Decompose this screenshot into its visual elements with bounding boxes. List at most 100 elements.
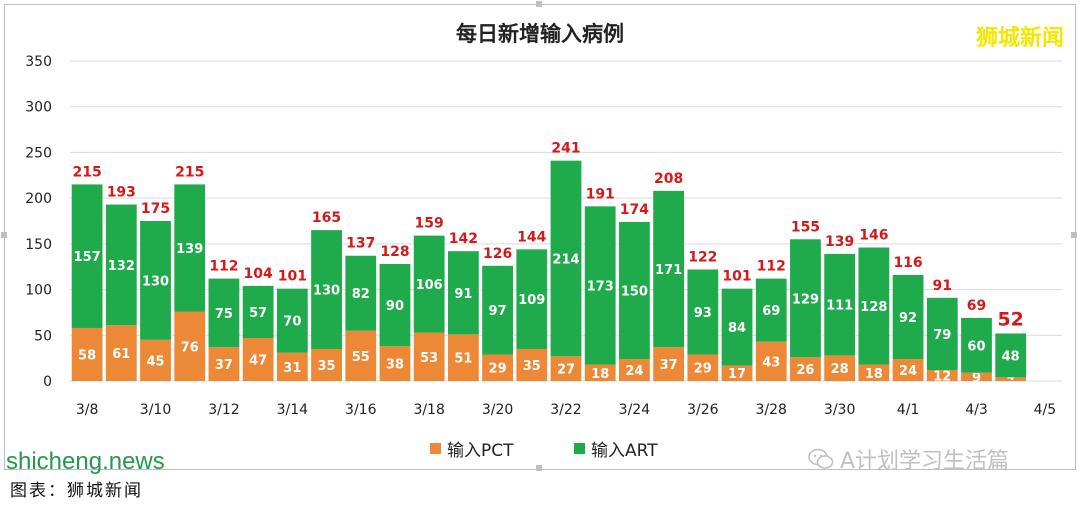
bar-art-value-label: 130: [142, 274, 169, 289]
bar-pct-value-label: 37: [660, 358, 678, 373]
bar-art: [995, 333, 1027, 378]
bar-pct-value-label: 28: [831, 362, 849, 377]
bar-art: [653, 190, 685, 348]
bar-art-value-label: 70: [283, 315, 301, 330]
bar-art: [71, 184, 103, 328]
bar-art: [687, 269, 719, 355]
y-tick-label: 150: [25, 237, 52, 253]
bar-total-label: 112: [757, 259, 786, 275]
resize-handle-right[interactable]: [1071, 232, 1077, 238]
legend-swatch-pct: [430, 443, 441, 454]
x-tick-label: 3/12: [208, 402, 239, 418]
bar-pct-value-label: 53: [420, 351, 438, 366]
bar-pct-value-label: 12: [933, 370, 951, 385]
bar-total-label: 69: [967, 298, 986, 314]
legend-label-art: 输入ART: [591, 441, 658, 461]
bar-art-value-label: 139: [176, 242, 203, 257]
bar-pct-value-label: 37: [215, 358, 233, 373]
bar-pct-value-label: 18: [591, 367, 609, 382]
bar-art-value-label: 157: [74, 250, 101, 265]
chart-plot: 0 50 100 150 200 250 300 350 58 157 215 3/8 61 132 193…: [25, 54, 1062, 418]
bar-pct: [276, 352, 308, 381]
bar-pct-value-label: 35: [318, 359, 336, 374]
legend-label-pct: 输入PCT: [447, 441, 514, 461]
bar-pct: [482, 354, 513, 381]
bar-pct-value-label: 58: [78, 348, 96, 363]
bar-art: [276, 288, 308, 353]
x-tick-label: 4/1: [897, 402, 920, 418]
bar-art-value-label: 129: [792, 292, 819, 307]
bar-total-label: 175: [141, 201, 170, 217]
bar-pct-value-label: 51: [454, 352, 472, 367]
bar-pct-value-label: 24: [899, 364, 917, 379]
bar-pct: [755, 341, 787, 381]
bar-total-label: 144: [517, 229, 546, 245]
bar-art: [482, 265, 513, 355]
x-tick-label: 3/16: [345, 402, 377, 418]
resize-handle-top[interactable]: [536, 1, 542, 7]
x-tick-label: 3/10: [140, 402, 171, 418]
bar-total-label: 122: [688, 249, 717, 265]
bar-pct: [550, 356, 582, 381]
bar-total-label: 165: [312, 210, 341, 226]
bar-pct: [242, 338, 274, 381]
resize-handle-left[interactable]: [1, 232, 7, 238]
bar-art-value-label: 150: [621, 284, 648, 299]
bar-pct-value-label: 76: [181, 340, 199, 355]
resize-handle-bottom[interactable]: [536, 465, 542, 471]
legend-swatch-art: [574, 443, 585, 454]
x-tick-label: 3/20: [482, 402, 513, 418]
bar-art: [345, 255, 377, 331]
bar-art: [516, 249, 548, 349]
bar-art: [105, 204, 137, 326]
bar-pct: [687, 354, 719, 381]
bar-total-label: 112: [209, 259, 238, 275]
bar-art-value-label: 93: [694, 306, 712, 321]
bar-total-label: 126: [483, 246, 512, 262]
bar-art-value-label: 48: [1002, 349, 1020, 364]
x-tick-label: 3/22: [550, 402, 581, 418]
bar-total-label: 241: [551, 141, 580, 157]
bar-pct-value-label: 17: [728, 367, 746, 382]
bar-total-label: 101: [722, 269, 751, 285]
bar-pct: [824, 355, 856, 381]
bar-pct: [653, 347, 685, 381]
bar-art-value-label: 60: [967, 339, 985, 354]
bar-pct-value-label: 31: [283, 361, 301, 376]
y-tick-label: 350: [25, 54, 52, 70]
bar-pct-value-label: 29: [489, 362, 507, 377]
bar-total-label: 159: [415, 216, 444, 232]
bar-pct-value-label: 9: [972, 371, 981, 386]
bar-art-value-label: 109: [518, 293, 545, 308]
bar-total-label: 52: [997, 308, 1023, 330]
x-tick-label: 3/28: [756, 402, 787, 418]
bar-pct-value-label: 24: [625, 364, 643, 379]
x-tick-label: 3/8: [76, 402, 99, 418]
wechat-icon: [808, 448, 834, 469]
bar-art-value-label: 106: [416, 278, 443, 293]
bar-pct: [961, 372, 992, 381]
site-watermark: shicheng.news: [6, 448, 165, 475]
bar-pct: [584, 364, 616, 381]
bar-total-label: 137: [346, 236, 375, 252]
bar-art-value-label: 128: [860, 300, 887, 315]
y-tick-label: 50: [34, 328, 52, 344]
bar-total-label: 208: [654, 171, 683, 187]
bar-art-value-label: 57: [249, 306, 267, 321]
bar-art: [926, 297, 958, 371]
bar-art-value-label: 132: [108, 259, 135, 274]
bar-pct: [311, 349, 342, 381]
bar-art-value-label: 75: [215, 307, 233, 322]
bar-pct: [721, 365, 753, 381]
bar-pct-value-label: 45: [146, 354, 164, 369]
bar-art: [550, 160, 582, 357]
chart-title: 每日新增输入病例: [456, 22, 624, 46]
bar-total-label: 128: [380, 244, 409, 260]
bar-total-label: 155: [791, 219, 820, 235]
bar-pct: [858, 364, 890, 381]
bar-art: [755, 278, 787, 342]
x-tick-label: 4/5: [1034, 402, 1057, 418]
bar-art: [721, 288, 753, 366]
bar-art: [174, 184, 206, 312]
bar-pct: [105, 325, 137, 381]
